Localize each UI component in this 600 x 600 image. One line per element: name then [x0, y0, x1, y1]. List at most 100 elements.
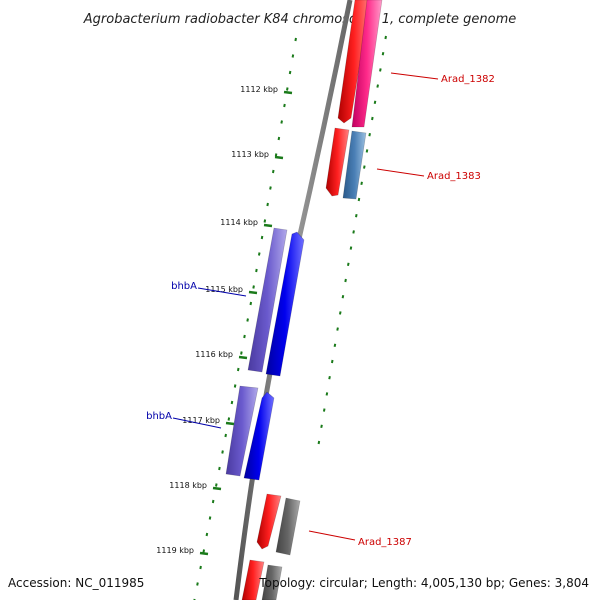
scale-track-inner	[317, 35, 387, 445]
scale-dot	[384, 35, 387, 40]
tick-label: 1118 kbp	[169, 481, 207, 490]
gene-label[interactable]: Arad_1387	[358, 537, 412, 548]
tick-label: 1114 kbp	[220, 218, 258, 227]
scale-dot	[333, 343, 337, 347]
topology-text: Topology: circular; Length: 4,005,130 bp…	[258, 576, 589, 590]
gene-arad-1387b[interactable]	[275, 497, 301, 556]
gene-partial-b[interactable]	[261, 564, 283, 600]
tick-mark	[199, 551, 209, 556]
gene-label[interactable]: Arad_1382	[441, 74, 495, 85]
gene-arad-1382b[interactable]	[351, 0, 383, 128]
scale-dot	[224, 433, 227, 438]
scale-dot	[246, 318, 249, 322]
scale-dot	[294, 37, 297, 42]
tick-label: 1113 kbp	[231, 150, 269, 159]
tick-label: 1116 kbp	[195, 350, 233, 359]
scale-ticks: 1112 kbp 1113 kbp 1114 kbp 1115 kbp 1116 kbp…	[156, 85, 293, 556]
scale-dot	[325, 392, 329, 396]
gene-arad-1382a[interactable]	[337, 0, 371, 124]
callout-line	[172, 417, 222, 429]
scale-dot	[283, 103, 286, 108]
scale-dot	[363, 165, 366, 169]
scale-dot	[376, 84, 379, 88]
callout-line	[308, 530, 356, 541]
scale-dot	[352, 230, 355, 234]
accession-text: Accession: NC_011985	[8, 576, 144, 590]
tick-label: 1115 kbp	[205, 285, 243, 294]
scale-dot	[365, 149, 369, 153]
scale-dot	[357, 197, 361, 202]
scale-dot	[338, 311, 342, 315]
scale-dot	[205, 532, 209, 537]
map-title: Agrobacterium radiobacter K84 chromosome…	[83, 12, 516, 27]
scale-dot	[344, 278, 347, 283]
scale-dot	[255, 268, 258, 273]
gene-label[interactable]: bhbA	[171, 281, 197, 292]
scale-dot	[215, 483, 218, 487]
scale-track-outer	[193, 37, 297, 600]
scale-dot	[240, 351, 243, 355]
tick-label: 1119 kbp	[156, 546, 194, 555]
scale-dot	[211, 499, 215, 504]
callout-line	[376, 168, 425, 177]
scale-dot	[196, 582, 199, 586]
feature-labels: Arad_1382 Arad_1383 bhbA bhbA Arad_1387	[146, 72, 495, 548]
gene-bhba-a[interactable]	[247, 227, 288, 373]
scale-dot	[236, 367, 240, 372]
scale-dot	[208, 516, 212, 520]
tick-mark	[263, 223, 273, 228]
scale-dot	[249, 301, 253, 306]
scale-dot	[360, 181, 363, 185]
scale-dot	[336, 327, 339, 331]
scale-dot	[202, 549, 206, 553]
gene-arad-1383a[interactable]	[325, 127, 350, 197]
scale-dot	[266, 202, 269, 207]
scale-dot	[260, 235, 264, 240]
scale-dot	[221, 450, 224, 454]
scale-dot	[341, 295, 345, 299]
scale-dot	[368, 133, 371, 137]
tick-mark	[225, 421, 235, 426]
scale-dot	[371, 116, 374, 121]
scale-dot	[243, 334, 246, 339]
scale-dot	[218, 466, 221, 471]
gene-arad-1387a[interactable]	[256, 493, 282, 550]
scale-dot	[317, 440, 321, 445]
gene-bhba-c[interactable]	[225, 385, 259, 477]
tick-label: 1117 kbp	[182, 416, 220, 425]
scale-dot	[257, 252, 261, 256]
gene-arad-1383b[interactable]	[342, 130, 367, 200]
scale-dot	[227, 417, 231, 421]
gene-label[interactable]: bhbA	[146, 411, 172, 422]
scale-dot	[252, 285, 255, 289]
scale-dot	[322, 408, 326, 412]
scale-dot	[277, 136, 281, 141]
scale-dot	[230, 400, 234, 405]
tick-label: 1112 kbp	[240, 85, 278, 94]
scale-dot	[381, 52, 385, 56]
tick-mark	[248, 290, 258, 295]
gene-label[interactable]: Arad_1383	[427, 171, 481, 182]
scale-dot	[269, 186, 272, 190]
tick-mark	[212, 486, 222, 491]
callout-line	[197, 287, 247, 297]
scale-dot	[346, 262, 350, 266]
gene-bhba-b[interactable]	[265, 231, 305, 377]
scale-dot	[288, 70, 292, 75]
gene-bhba-d[interactable]	[243, 391, 275, 481]
callout-line	[390, 72, 439, 80]
scale-dot	[349, 246, 353, 250]
gene-partial-a[interactable]	[241, 559, 265, 600]
scale-dot	[330, 359, 334, 364]
tick-mark	[283, 90, 293, 95]
scale-dot	[280, 120, 283, 124]
scale-dot	[199, 565, 202, 570]
scale-dot	[286, 87, 289, 91]
tick-mark	[274, 155, 284, 160]
gene-track	[225, 0, 383, 600]
scale-dot	[379, 68, 382, 72]
scale-dot	[320, 424, 323, 428]
tick-mark	[238, 355, 248, 360]
scale-dot	[271, 169, 275, 174]
